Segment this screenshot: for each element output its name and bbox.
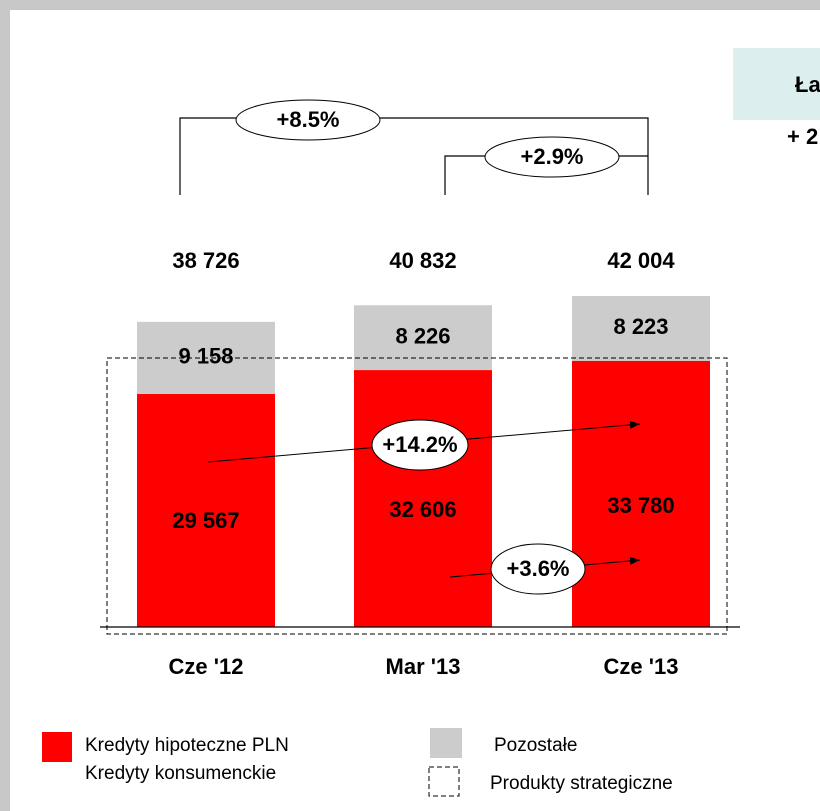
bar xyxy=(354,370,492,627)
total-label: 42 004 xyxy=(607,248,675,273)
value-label: 8 223 xyxy=(613,314,668,339)
value-label: 8 226 xyxy=(395,323,450,348)
annotation: +14.2% xyxy=(382,432,457,457)
bar xyxy=(137,394,275,627)
annotation-ellipse xyxy=(235,99,381,141)
legend-swatch xyxy=(42,732,72,762)
side-box-text: + 2 xyxy=(787,124,818,149)
annotation-ellipse xyxy=(490,543,586,595)
value-label: 32 606 xyxy=(389,497,456,522)
annotation: +8.5% xyxy=(277,107,340,132)
bar xyxy=(354,305,492,371)
legend-swatch xyxy=(428,766,460,797)
annotation-ellipse xyxy=(484,136,620,178)
legend-label: Pozostałe xyxy=(494,735,577,756)
legend-label: Produkty strategiczne xyxy=(490,773,673,794)
legend-label: Kredyty konsumenckie xyxy=(85,763,276,784)
legend-label: Kredyty hipoteczne PLN xyxy=(85,735,289,756)
x-tick-label: Cze '12 xyxy=(169,654,244,679)
x-tick-label: Mar '13 xyxy=(386,654,461,679)
annotation-ellipse xyxy=(371,419,469,471)
value-label: 9 158 xyxy=(178,344,233,369)
annotation: +2.9% xyxy=(521,144,584,169)
bar xyxy=(572,296,710,361)
value-label: 33 780 xyxy=(607,493,674,518)
total-label: 40 832 xyxy=(389,248,456,273)
total-label: 38 726 xyxy=(172,248,239,273)
side-box-text: Ła xyxy=(795,72,820,97)
annotation: +3.6% xyxy=(507,556,570,581)
x-tick-label: Cze '13 xyxy=(604,654,679,679)
side-box xyxy=(733,48,820,120)
legend-swatch xyxy=(430,728,462,758)
value-label: 29 567 xyxy=(172,508,239,533)
bar xyxy=(572,360,710,627)
